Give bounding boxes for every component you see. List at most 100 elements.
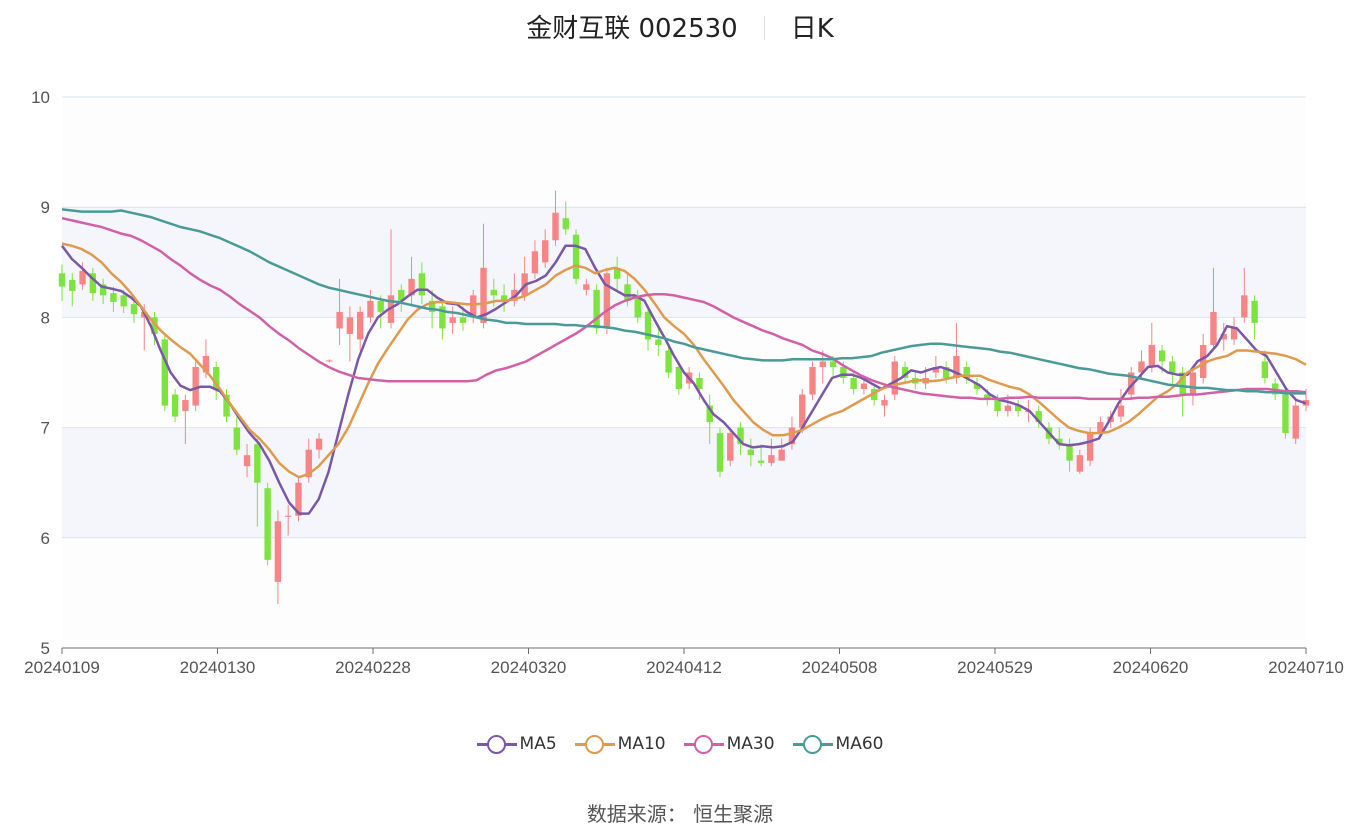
legend-swatch	[792, 734, 833, 754]
x-tick-label: 20240228	[335, 658, 411, 677]
candle-down	[644, 311, 652, 340]
candle-up	[778, 449, 785, 461]
legend-swatch	[476, 734, 517, 754]
candle-down	[757, 460, 765, 463]
candle-down	[500, 295, 508, 301]
legend-swatch	[574, 734, 615, 754]
candle-down	[593, 289, 600, 329]
candle-down	[634, 295, 641, 318]
candle-up	[1086, 433, 1094, 461]
candle-down	[58, 273, 66, 287]
candle-down	[942, 366, 950, 379]
candle-down	[439, 306, 446, 329]
candle-up	[326, 360, 333, 362]
legend-circle-icon	[802, 735, 822, 754]
data-source-label: 数据来源：	[586, 802, 687, 826]
legend-label: MA60	[835, 734, 884, 754]
x-tick-label: 20240412	[646, 658, 722, 677]
candle-down	[871, 389, 878, 401]
candle-down	[490, 289, 497, 296]
candle-up	[79, 271, 86, 285]
candle-down	[171, 394, 179, 417]
candle-up	[1097, 422, 1104, 434]
candle-down	[716, 433, 724, 472]
y-tick-label: 7	[41, 419, 50, 438]
x-tick-label: 20240529	[957, 658, 1033, 677]
ma-line-ma60	[61, 208, 1306, 395]
y-tick-label: 8	[41, 308, 50, 327]
candle-down	[99, 284, 107, 296]
candle-up	[305, 449, 312, 478]
ma-line-ma10	[61, 242, 1307, 479]
candle-down	[1251, 300, 1258, 323]
candle-up	[449, 317, 456, 323]
candle-up	[603, 273, 611, 329]
candle-down	[737, 427, 744, 445]
candle-up	[408, 278, 415, 296]
candle-down	[120, 295, 127, 307]
candle-up	[552, 212, 559, 241]
candle-up	[891, 361, 898, 395]
candle-down	[428, 300, 436, 312]
candle-up	[202, 355, 210, 373]
candle-up	[1200, 344, 1207, 379]
candle-up	[788, 427, 796, 445]
candle-down	[264, 488, 271, 560]
x-tick-label: 20240620	[1113, 658, 1189, 677]
candle-down	[418, 273, 426, 296]
legend-item-ma5[interactable]: MA5	[476, 734, 557, 754]
legend-item-ma10[interactable]: MA10	[574, 734, 666, 754]
candle-up	[583, 284, 590, 290]
candle-down	[624, 284, 631, 301]
candle-down	[829, 361, 837, 367]
candle-up	[315, 438, 323, 450]
candle-down	[1066, 444, 1073, 461]
candle-down	[1261, 361, 1269, 379]
candle-up	[1241, 295, 1248, 318]
legend-label: MA10	[617, 734, 666, 754]
candle-up	[860, 383, 868, 390]
candle-up	[192, 366, 199, 406]
data-source: 数据来源： 恒生聚源	[0, 798, 1360, 827]
candle-down	[69, 279, 76, 291]
candle-down	[973, 383, 981, 390]
legend-item-ma60[interactable]: MA60	[792, 734, 884, 754]
candle-down	[901, 366, 909, 379]
candle-up	[295, 482, 302, 516]
candle-up	[243, 455, 251, 467]
candle-down	[110, 293, 117, 302]
candle-up	[1220, 333, 1227, 340]
ma-line-ma5	[61, 244, 1307, 515]
stock-name: 金财互联 002530	[526, 14, 738, 44]
y-tick-label: 9	[41, 198, 50, 217]
candle-down	[994, 400, 1001, 412]
period-label: 日K	[790, 14, 834, 44]
candle-down	[696, 378, 703, 390]
candle-up	[809, 366, 816, 395]
candle-up	[1138, 361, 1145, 373]
candle-up	[1148, 344, 1155, 367]
candle-up	[470, 295, 477, 318]
legend-item-ma30[interactable]: MA30	[683, 734, 775, 754]
chart-legend: MA5 MA10 MA30 MA60	[0, 734, 1360, 754]
legend-circle-icon	[486, 735, 506, 754]
x-tick-label: 20240130	[180, 658, 256, 677]
candle-up	[346, 317, 354, 334]
candle-down	[963, 366, 970, 379]
x-tick-label: 20240710	[1268, 658, 1344, 677]
candle-up	[480, 267, 487, 323]
candle-up	[881, 400, 888, 406]
candle-down	[254, 444, 261, 483]
candle-down	[233, 427, 240, 450]
y-tick-label: 5	[41, 639, 50, 658]
candle-down	[572, 234, 580, 279]
candle-down	[213, 366, 220, 390]
data-source-value: 恒生聚源	[693, 802, 774, 826]
candle-down	[459, 317, 467, 323]
candle-up	[1210, 311, 1217, 345]
grid-band	[62, 427, 1306, 538]
candle-up	[1230, 328, 1238, 340]
candle-down	[1282, 394, 1289, 434]
candle-up	[1189, 372, 1197, 395]
